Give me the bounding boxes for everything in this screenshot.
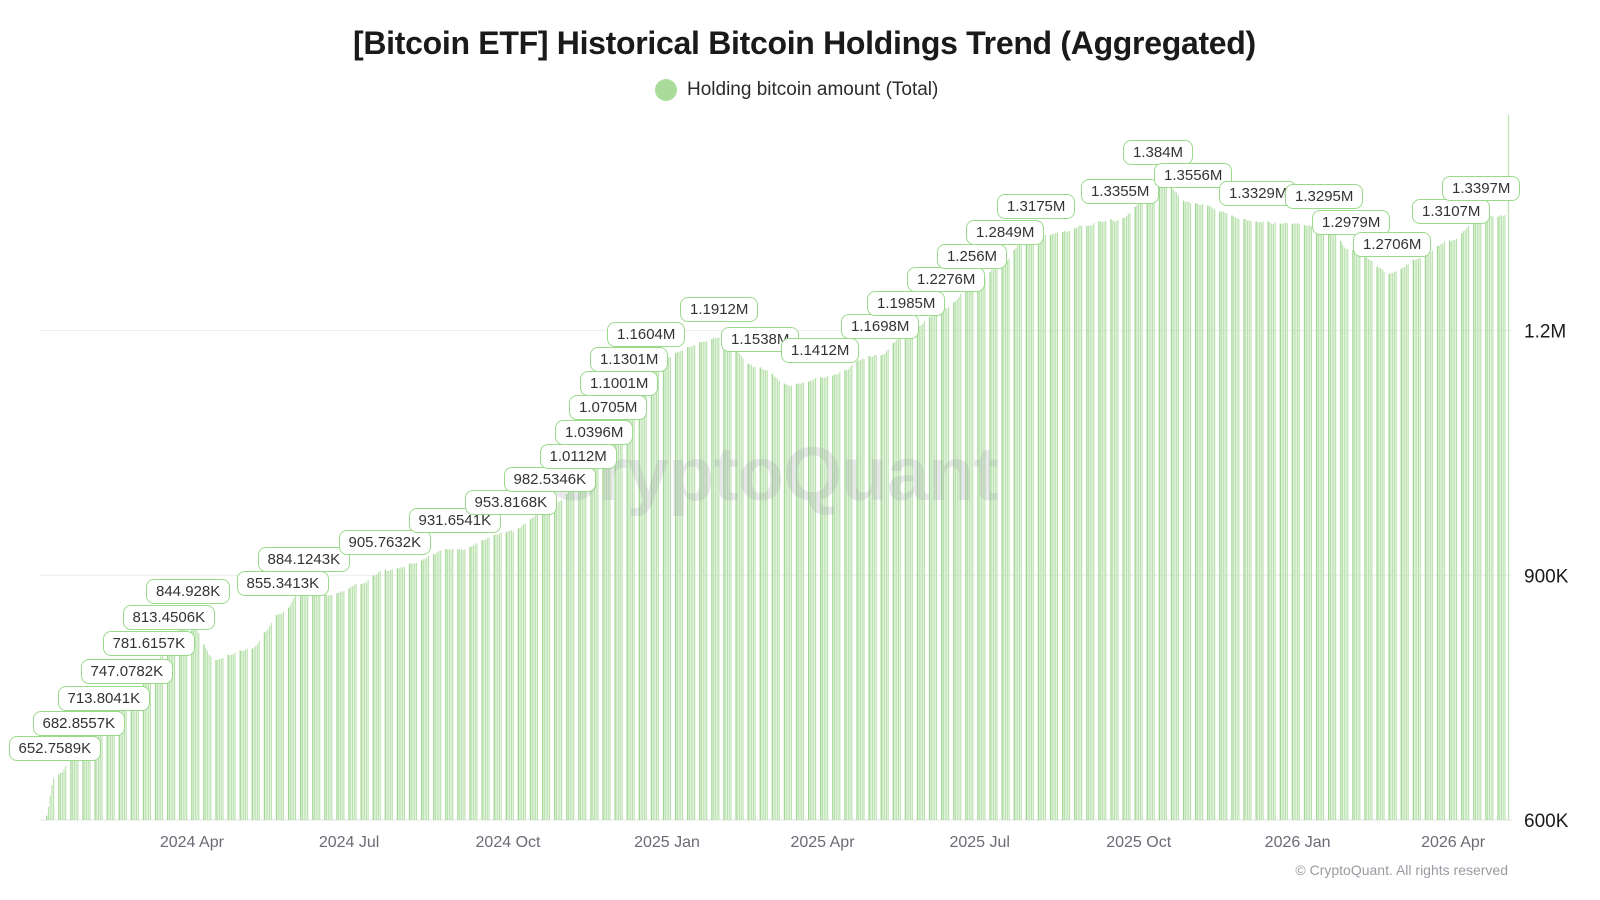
svg-text:2025 Oct: 2025 Oct — [1106, 834, 1171, 851]
svg-text:1.2M: 1.2M — [1524, 322, 1566, 343]
svg-text:2026 Apr: 2026 Apr — [1421, 834, 1486, 851]
svg-text:2024 Jul: 2024 Jul — [319, 834, 380, 851]
svg-text:2025 Apr: 2025 Apr — [790, 834, 855, 851]
svg-text:900K: 900K — [1524, 566, 1569, 587]
svg-text:2024 Apr: 2024 Apr — [160, 834, 225, 851]
svg-text:2025 Jul: 2025 Jul — [949, 834, 1010, 851]
svg-text:© CryptoQuant. All rights rese: © CryptoQuant. All rights reserved — [1295, 862, 1508, 878]
svg-text:2026 Jan: 2026 Jan — [1265, 834, 1331, 851]
svg-text:2024 Oct: 2024 Oct — [476, 834, 541, 851]
svg-text:600K: 600K — [1524, 811, 1569, 832]
svg-text:2025 Jan: 2025 Jan — [634, 834, 700, 851]
